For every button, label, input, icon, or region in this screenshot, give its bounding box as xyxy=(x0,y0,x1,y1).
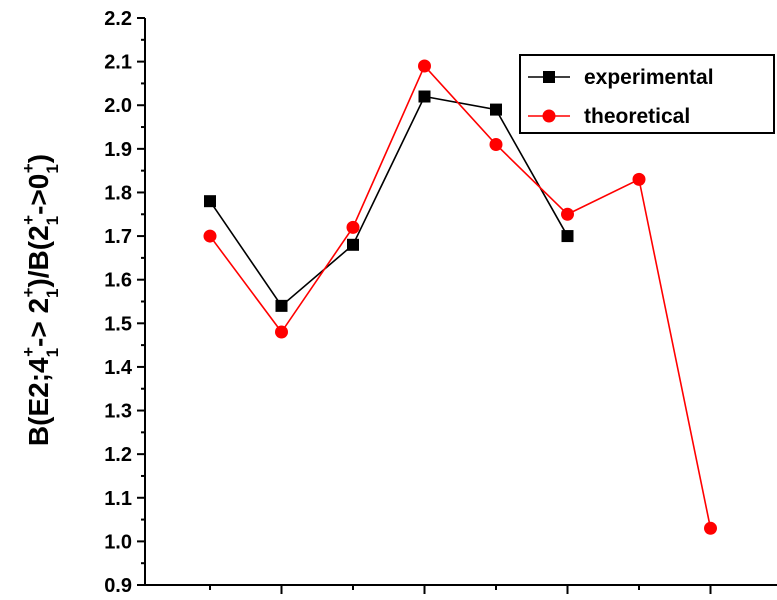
y-tick-label: 1.9 xyxy=(104,139,132,161)
y-ticks: 0.9 1.0 1.1 1.2 1.3 1.4 1.5 1.6 1.7 1.8 1.9 2.0 2.1 2… xyxy=(104,8,145,597)
legend-label-theoretical: theoretical xyxy=(584,105,690,128)
y-tick-label: 1.5 xyxy=(104,313,132,335)
y-tick-label: 1.3 xyxy=(104,401,132,423)
legend-marker-experimental xyxy=(543,71,555,83)
y-tick-label: 0.9 xyxy=(104,575,132,597)
data-point xyxy=(489,137,503,151)
data-point xyxy=(490,103,502,116)
series-theoretical xyxy=(203,59,717,535)
series-experimental xyxy=(204,90,574,312)
data-point xyxy=(203,229,217,243)
data-point xyxy=(704,521,717,535)
series-line-theoretical xyxy=(209,64,712,529)
data-point xyxy=(346,220,360,234)
y-tick-label: 1.7 xyxy=(104,226,132,248)
y-tick-label: 1.4 xyxy=(104,357,133,379)
data-point xyxy=(561,230,574,243)
y-axis-label: B(E2;41+-> 21+)/B(21+->01+) xyxy=(19,154,62,446)
legend-box xyxy=(519,54,775,134)
data-point xyxy=(561,207,574,221)
x-ticks xyxy=(209,585,712,594)
y-tick-label: 1.6 xyxy=(104,270,132,292)
y-tick-label: 1.1 xyxy=(104,488,132,510)
data-point xyxy=(347,238,359,251)
y-tick-label: 1.0 xyxy=(104,531,132,553)
y-tick-label: 1.2 xyxy=(104,444,132,466)
data-point xyxy=(418,59,431,73)
data-point xyxy=(204,195,216,208)
legend: experimental theoretical xyxy=(519,54,775,134)
data-point xyxy=(275,299,288,312)
y-tick-label: 2.1 xyxy=(104,52,132,74)
y-tick-label: 1.8 xyxy=(104,182,132,204)
legend-label-experimental: experimental xyxy=(584,66,714,89)
y-tick-label: 2.0 xyxy=(104,95,132,117)
data-point xyxy=(632,172,646,186)
y-tick-label: 2.2 xyxy=(104,8,132,30)
series-layer xyxy=(203,59,717,535)
legend-marker-theoretical xyxy=(542,109,556,123)
data-point xyxy=(418,90,431,103)
data-point xyxy=(275,325,288,339)
series-line-experimental xyxy=(209,95,569,308)
